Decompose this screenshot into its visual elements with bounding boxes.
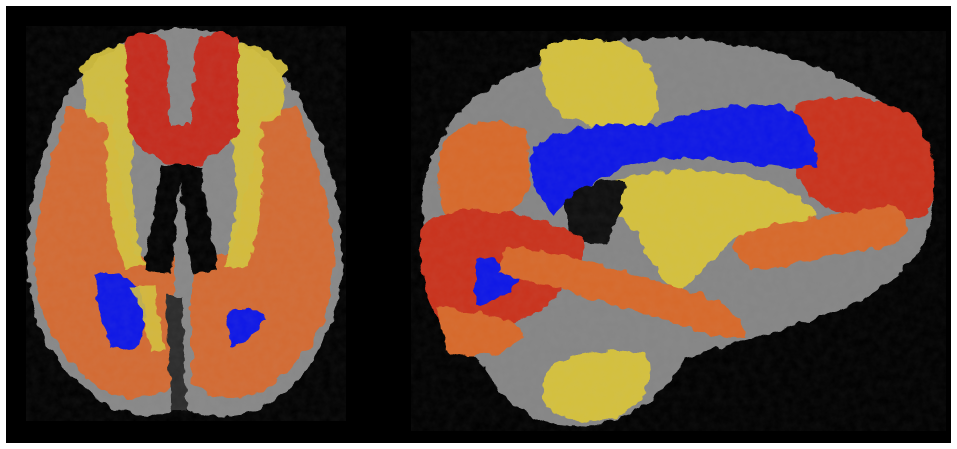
image-frame: [6, 6, 951, 443]
sagittal-texture: [411, 31, 946, 431]
brain-mri-figure: [26, 26, 946, 431]
axial-texture: [26, 26, 346, 421]
